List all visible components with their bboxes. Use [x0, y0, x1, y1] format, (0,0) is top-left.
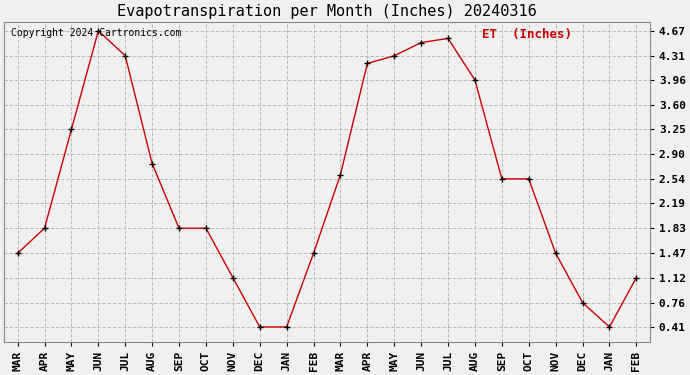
Text: Copyright 2024 Cartronics.com: Copyright 2024 Cartronics.com — [10, 28, 181, 38]
Text: ET  (Inches): ET (Inches) — [482, 28, 572, 41]
Title: Evapotranspiration per Month (Inches) 20240316: Evapotranspiration per Month (Inches) 20… — [117, 4, 537, 19]
